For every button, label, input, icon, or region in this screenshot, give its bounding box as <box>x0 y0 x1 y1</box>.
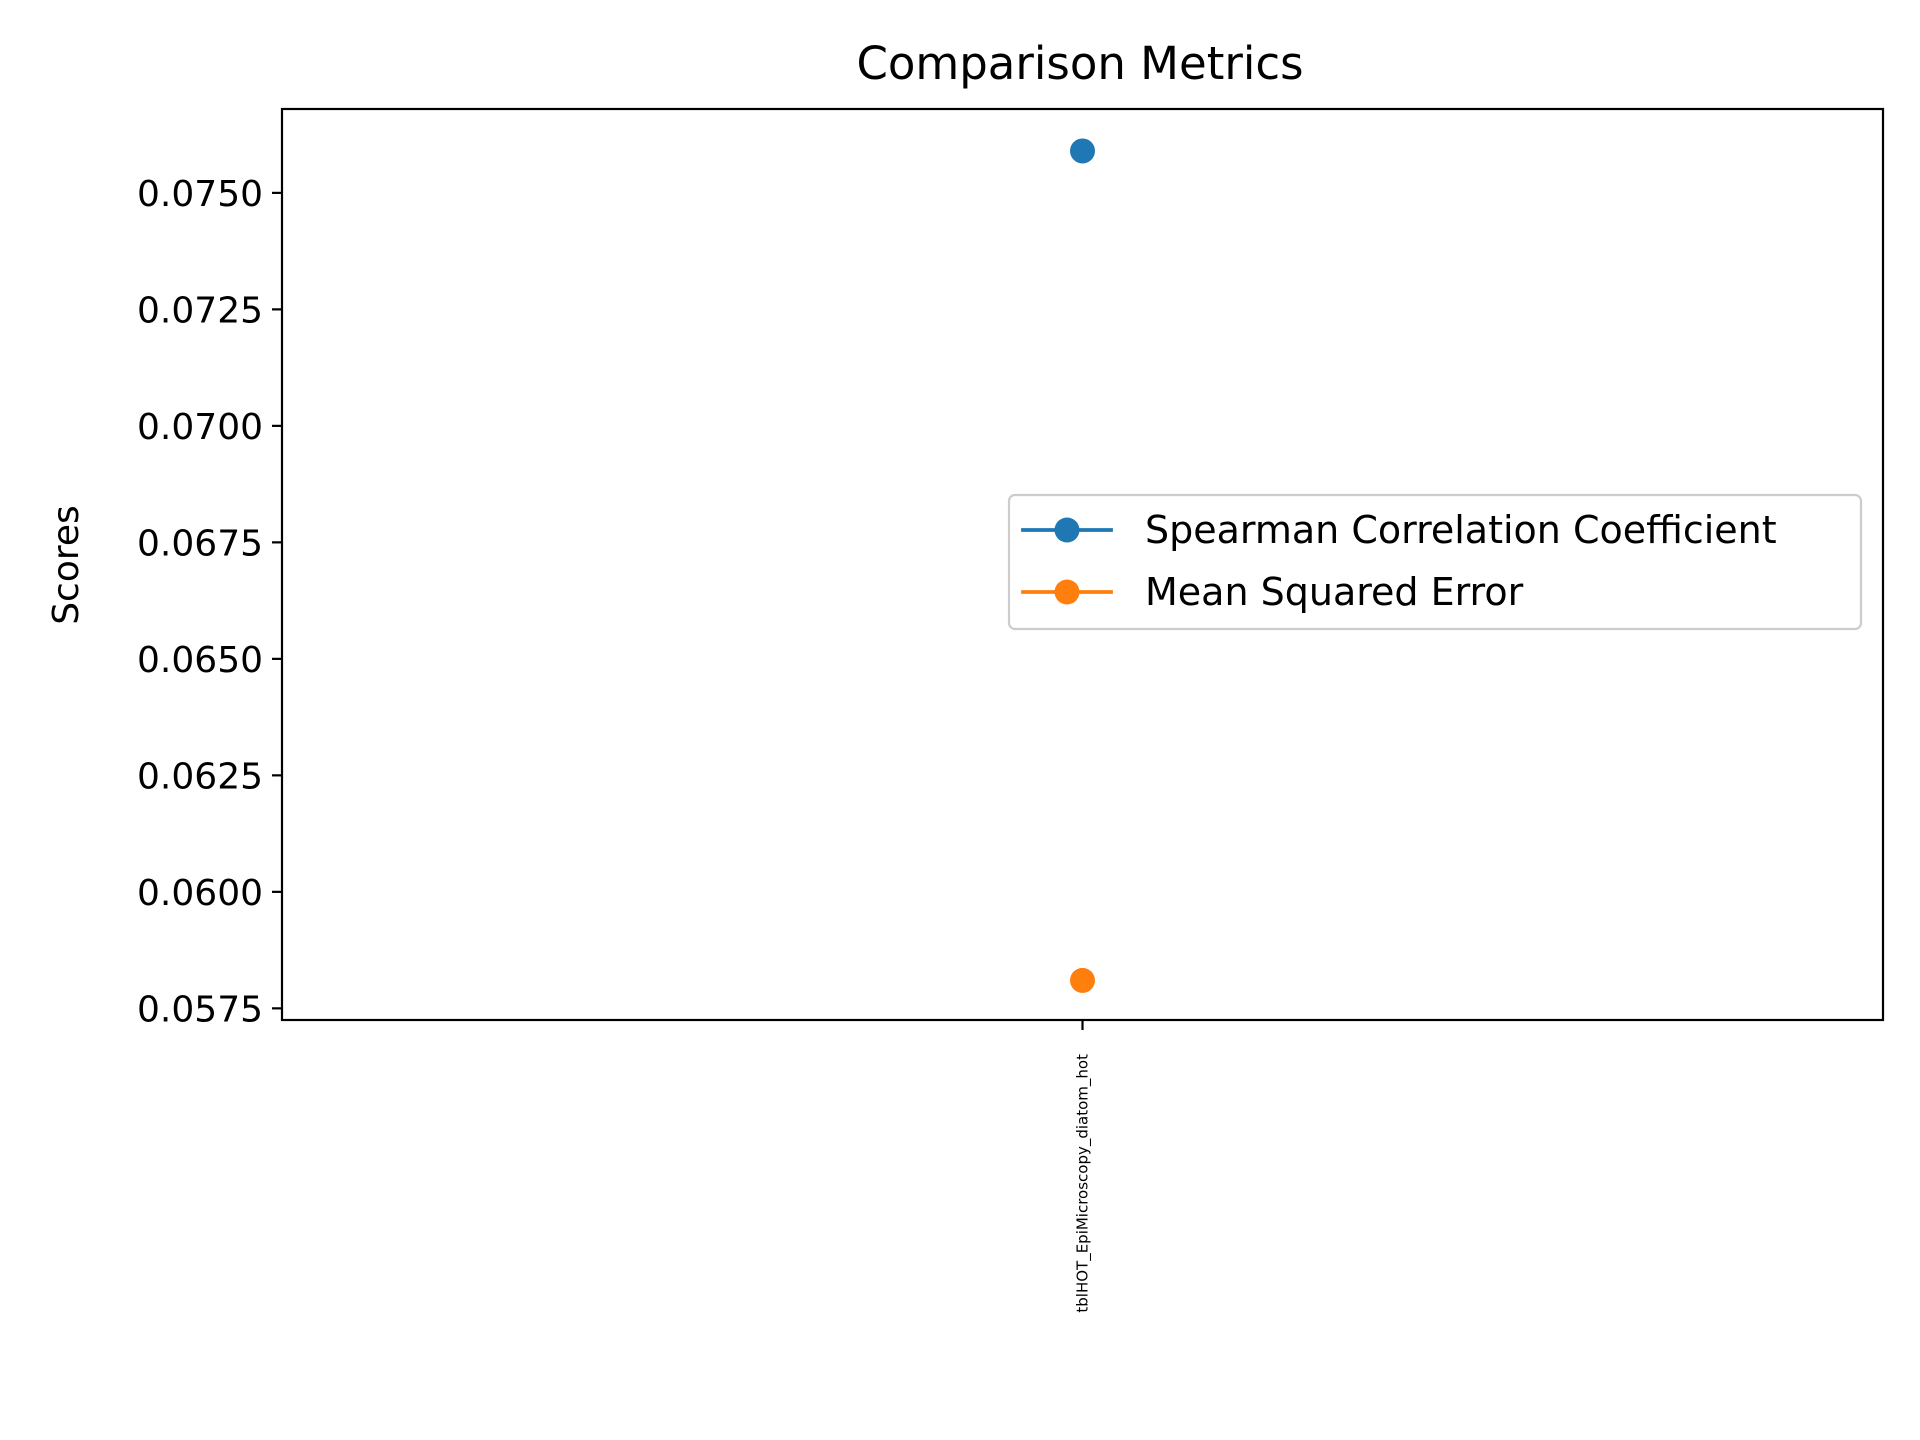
data-points <box>1070 138 1095 993</box>
legend-entry-mse: Mean Squared Error <box>1021 570 1524 614</box>
y-tick-label: 0.0725 <box>137 290 263 331</box>
y-tick-label: 0.0700 <box>137 407 263 448</box>
y-tick-label: 0.0675 <box>137 523 263 564</box>
plot-frame <box>280 107 1885 1022</box>
y-tick-label: 0.0625 <box>137 756 263 797</box>
x-axis-ticks: tblHOT_EpiMicroscopy_diatom_hot <box>1074 1020 1093 1313</box>
legend: Spearman Correlation Coefficient Mean Sq… <box>1007 493 1863 631</box>
y-axis-ticks: 0.0575 0.0600 0.0625 0.0650 0.0675 0.0700 0.07… <box>137 174 282 1030</box>
x-tick-label: tblHOT_EpiMicroscopy_diatom_hot <box>1074 1054 1093 1313</box>
legend-frame <box>1007 493 1863 631</box>
legend-marker-spearman <box>1054 517 1080 543</box>
legend-entry-spearman: Spearman Correlation Coefficient <box>1021 508 1777 552</box>
y-tick-label: 0.0750 <box>137 174 263 215</box>
legend-label-spearman: Spearman Correlation Coefficient <box>1145 508 1777 552</box>
chart-title: Comparison Metrics <box>856 37 1303 90</box>
y-axis-label: Scores <box>46 505 87 625</box>
y-tick-label: 0.0575 <box>137 989 263 1030</box>
data-point-mse <box>1070 967 1095 993</box>
legend-marker-mse <box>1054 579 1080 605</box>
y-tick-label: 0.0600 <box>137 873 263 914</box>
legend-label-mse: Mean Squared Error <box>1145 570 1524 614</box>
y-tick-label: 0.0650 <box>137 640 263 681</box>
data-point-spearman <box>1070 138 1095 164</box>
